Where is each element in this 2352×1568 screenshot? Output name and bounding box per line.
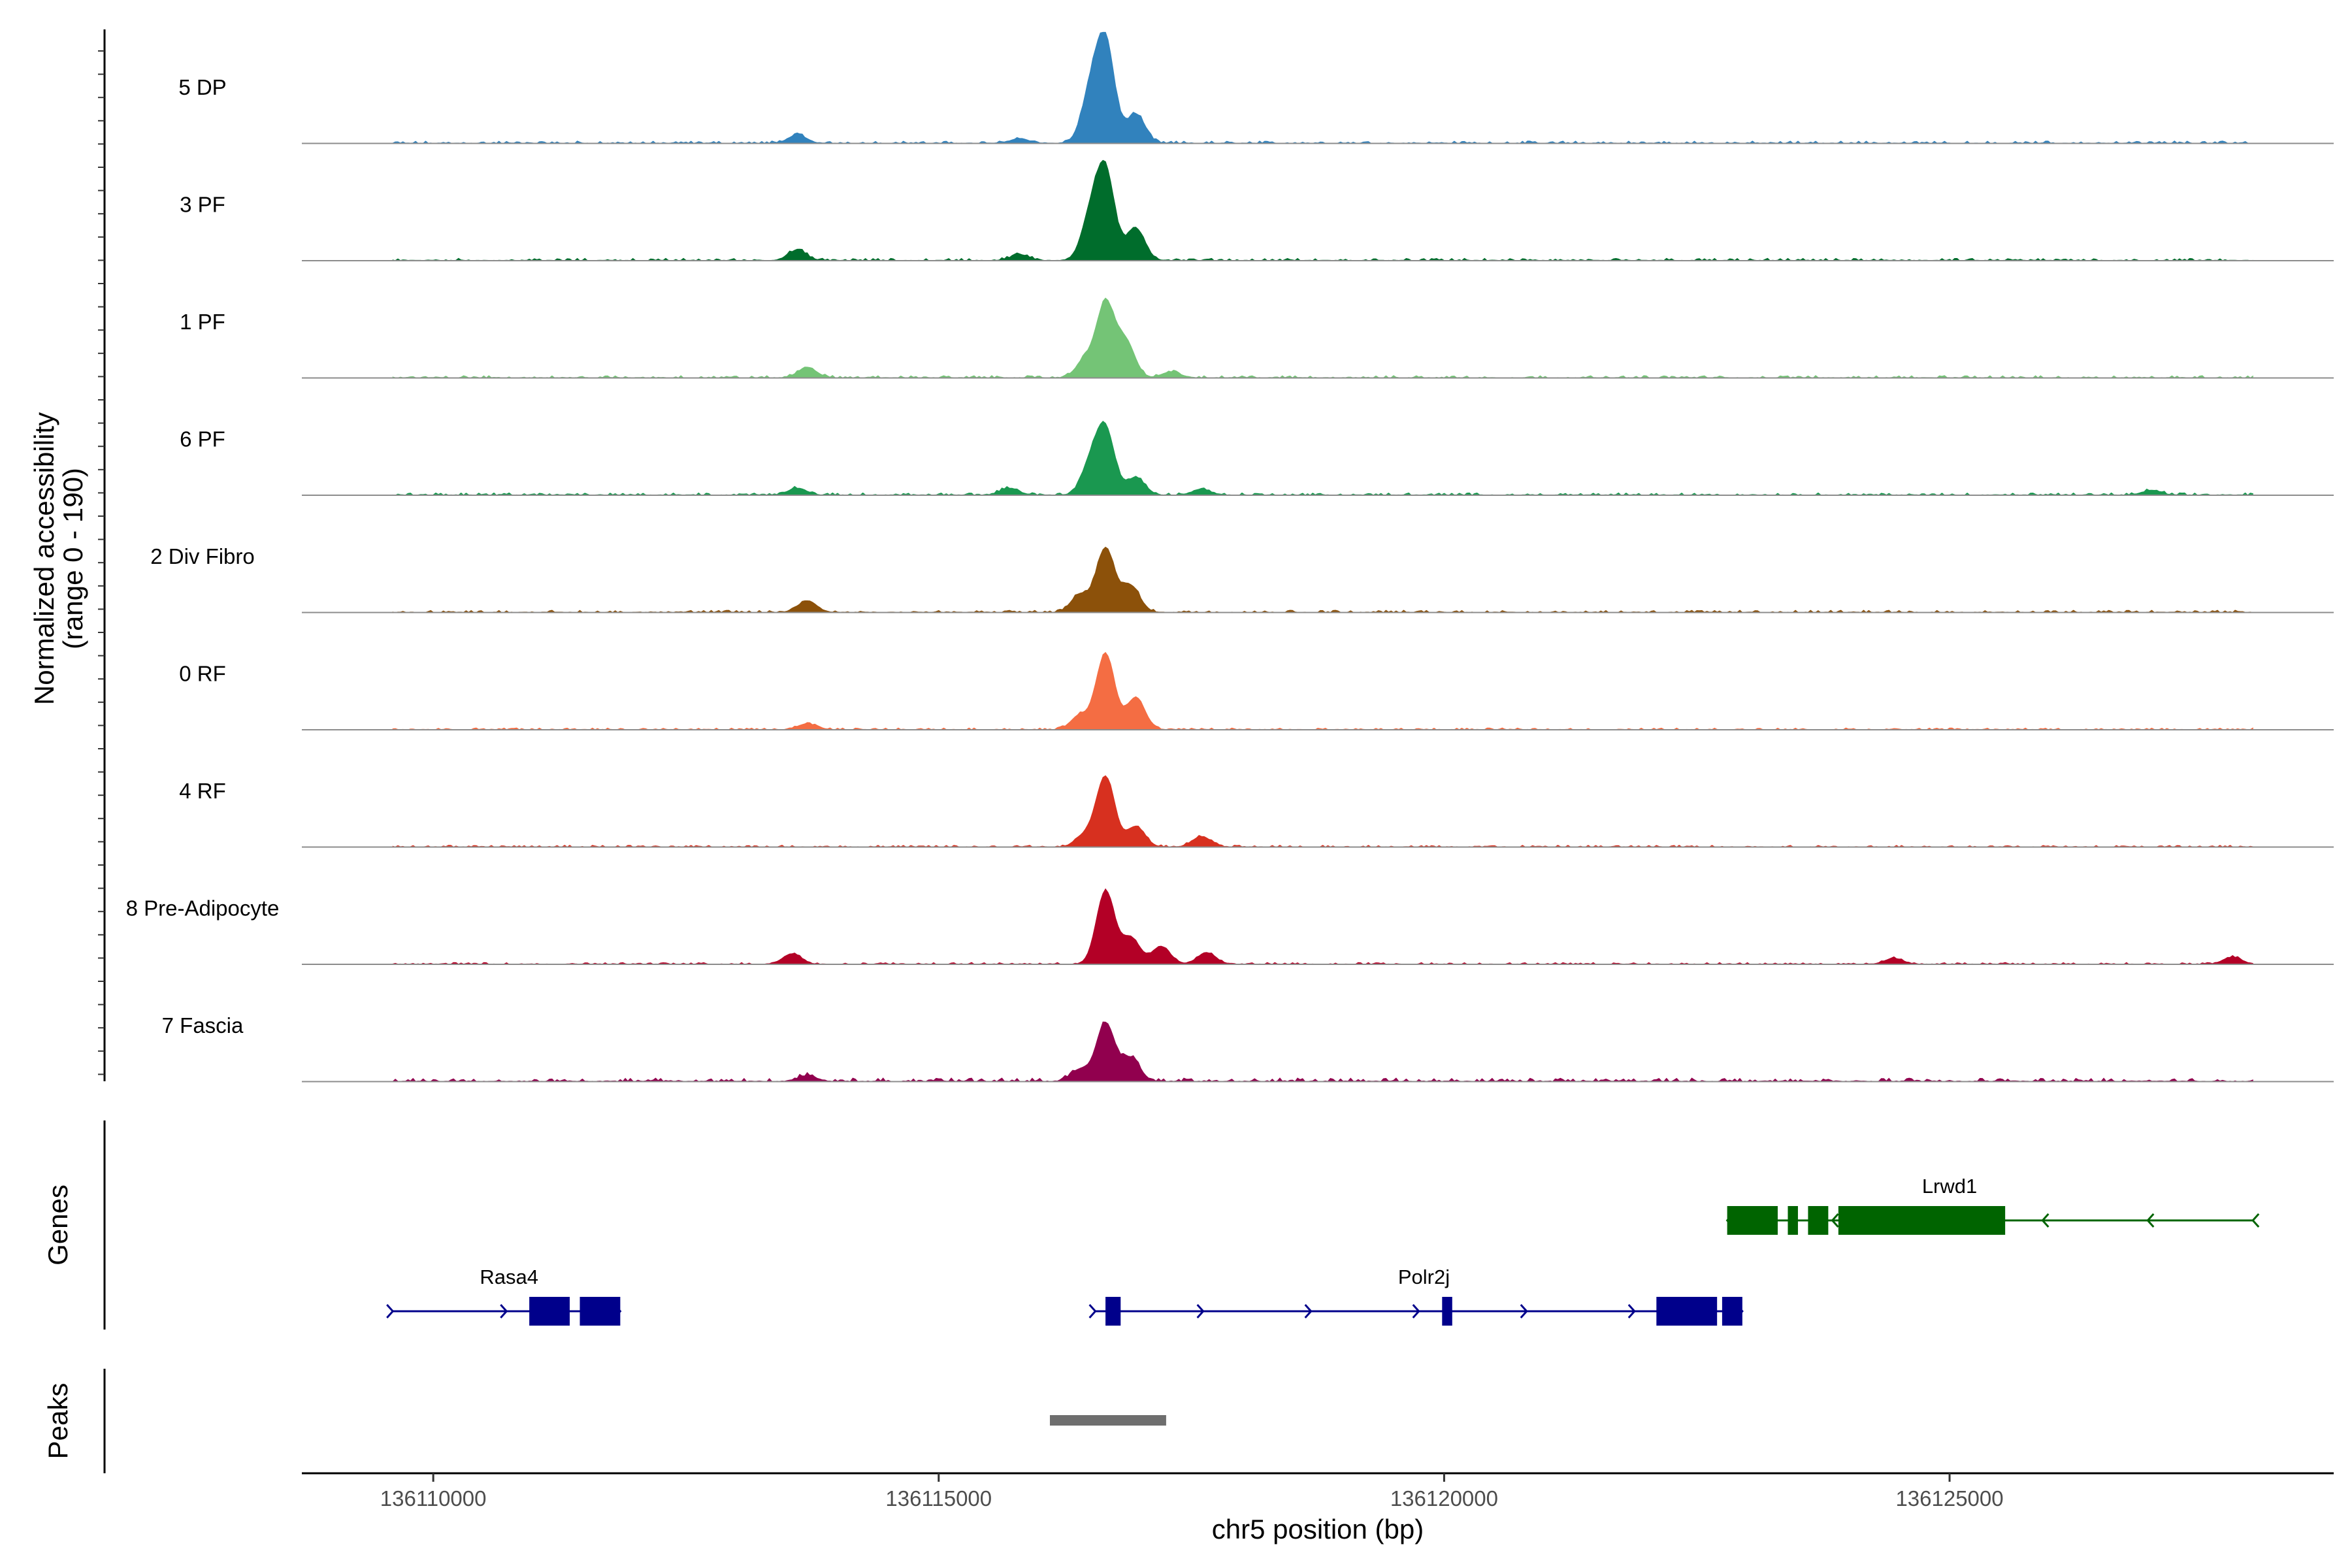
x-axis-ticks: 136110000 136115000 136120000 136125000 [380, 1473, 2004, 1511]
strand-arrow [386, 1303, 395, 1319]
exon-1 [580, 1297, 621, 1326]
strand-arrow [2251, 1213, 2260, 1228]
track-label-8: 7 Fascia [162, 1013, 244, 1037]
strand-arrow [1304, 1303, 1313, 1319]
strand-arrow [2041, 1213, 2050, 1228]
gene-label: Rasa4 [480, 1266, 538, 1288]
strand-arrow [1627, 1303, 1636, 1319]
peak-region-0 [1049, 1415, 1166, 1426]
genes-track-label: Genes [42, 1184, 73, 1266]
strand-arrow [1412, 1303, 1420, 1319]
exon-2 [1808, 1206, 1829, 1235]
strand-arrow [500, 1303, 508, 1319]
exon-2 [1656, 1297, 1718, 1326]
exon-3 [1838, 1206, 2006, 1235]
gene-rasa4: Rasa4 [386, 1266, 622, 1326]
track-labels: 5 DP 3 PF 1 PF 6 PF 2 Div Fibro 0 RF 4 RF 8 Pre… [126, 75, 280, 1037]
x-tick-label-3: 136125000 [1895, 1486, 2003, 1511]
coverage-tracks [302, 31, 2334, 1083]
exon-0 [1727, 1206, 1778, 1235]
track-label-2: 1 PF [180, 310, 225, 334]
x-tick-label-1: 136115000 [885, 1486, 992, 1511]
x-tick-label-2: 136120000 [1390, 1486, 1498, 1511]
track-label-1: 3 PF [180, 193, 225, 217]
coverage-y-ticks [98, 50, 105, 1075]
x-axis-title: chr5 position (bp) [1212, 1514, 1424, 1544]
y-axis-title-line2: (range 0 - 190) [57, 468, 88, 649]
x-tick-label-0: 136110000 [380, 1486, 487, 1511]
exon-1 [1788, 1206, 1798, 1235]
genes-track: Rasa4 Polr2j Lrwd1 [386, 1175, 2260, 1326]
y-axis-title-line1: Normalized accessibility [29, 412, 59, 705]
track-label-5: 0 RF [179, 662, 226, 686]
track-label-0: 5 DP [178, 75, 226, 99]
exon-0 [529, 1297, 570, 1326]
track-label-7: 8 Pre-Adipocyte [126, 896, 280, 921]
gene-lrwd1: Lrwd1 [1725, 1175, 2260, 1235]
strand-arrow [1520, 1303, 1528, 1319]
track-label-6: 4 RF [179, 779, 226, 803]
exon-3 [1722, 1297, 1742, 1326]
peaks-track-label: Peaks [42, 1383, 73, 1460]
exon-0 [1105, 1297, 1121, 1326]
strand-arrow [1088, 1303, 1097, 1319]
peaks-track [1049, 1415, 1166, 1426]
gene-label: Polr2j [1398, 1266, 1450, 1288]
gene-polr2j: Polr2j [1088, 1266, 1744, 1326]
track-label-4: 2 Div Fibro [150, 544, 255, 568]
strand-arrow [1831, 1213, 1839, 1228]
gene-label: Lrwd1 [1922, 1175, 1977, 1198]
track-label-3: 6 PF [180, 427, 225, 451]
strand-arrow [1196, 1303, 1205, 1319]
strand-arrow [2146, 1213, 2155, 1228]
exon-1 [1442, 1297, 1452, 1326]
